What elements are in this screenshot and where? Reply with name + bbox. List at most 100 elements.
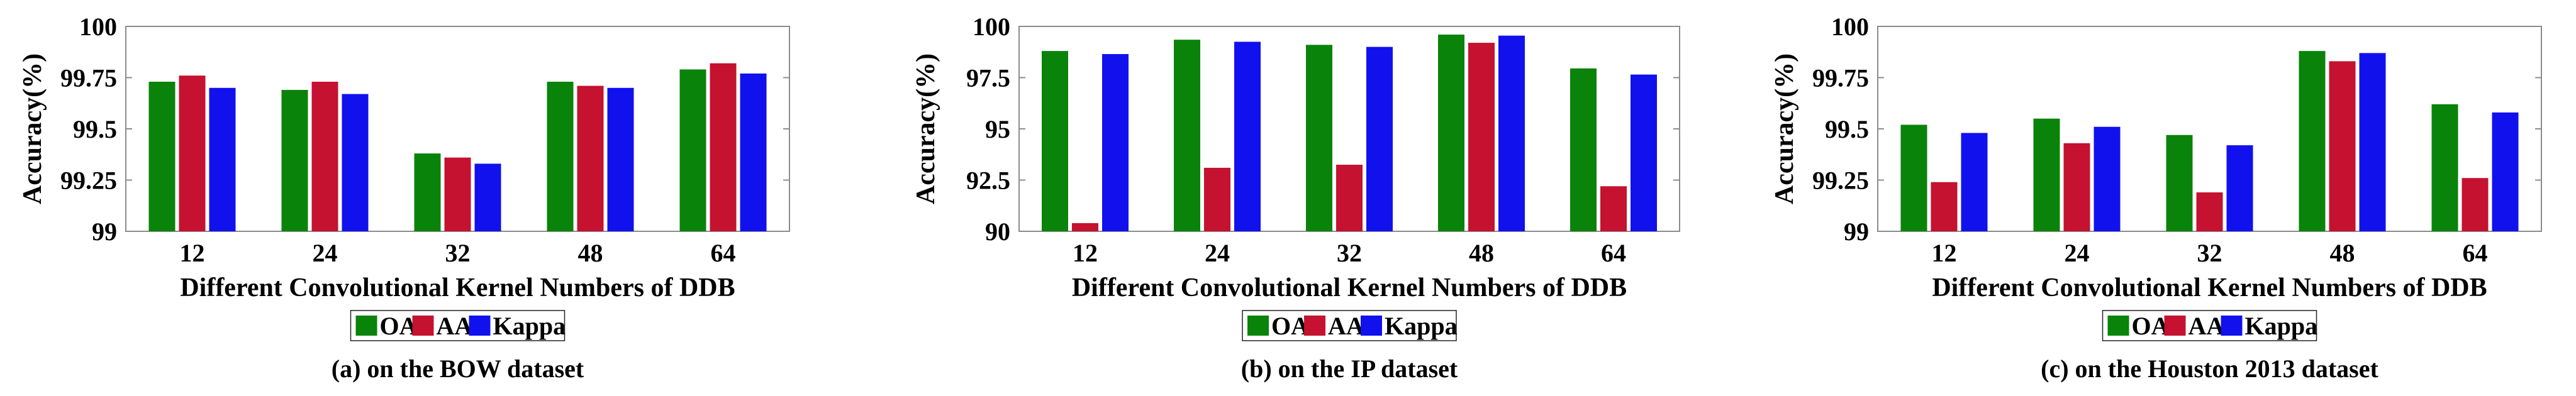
bar-oa-12: [1900, 124, 1927, 231]
y-tick-label: 99.25: [60, 167, 117, 195]
bar-oa-32: [2166, 135, 2193, 231]
bar-oa-24: [281, 90, 308, 231]
bar-aa-32: [2196, 192, 2223, 231]
bar-aa-32: [1336, 165, 1363, 231]
legend-swatch-kappa: [1361, 316, 1382, 336]
bar-kappa-48: [2359, 53, 2386, 231]
bar-kappa-32: [2226, 145, 2253, 231]
x-tick-label: 32: [445, 239, 471, 267]
chart-caption: (a) on the BOW dataset: [332, 355, 584, 383]
x-tick-label: 64: [1601, 239, 1626, 267]
bar-oa-32: [414, 153, 441, 231]
bar-kappa-12: [1102, 54, 1129, 231]
bar-aa-24: [1204, 167, 1230, 231]
chart-caption: (b) on the IP dataset: [1241, 355, 1458, 383]
legend-box: [1242, 310, 1457, 341]
legend-swatch-kappa: [469, 316, 491, 336]
x-tick-label: 24: [1205, 239, 1230, 267]
bar-kappa-48: [607, 87, 634, 231]
y-tick-label: 99.25: [1812, 167, 1869, 195]
x-tick-label: 64: [711, 239, 736, 267]
bar-kappa-24: [1234, 41, 1261, 231]
bar-kappa-12: [209, 87, 236, 231]
bar-aa-64: [2462, 178, 2489, 231]
legend-label-aa: AA: [437, 312, 473, 340]
x-tick-label: 12: [1073, 239, 1098, 267]
x-tick-label: 32: [2197, 239, 2222, 267]
bar-aa-48: [1468, 43, 1495, 231]
legend-label-oa: OA: [1271, 312, 1309, 340]
legend-swatch-aa: [412, 316, 434, 336]
bar-aa-64: [710, 63, 737, 232]
chart-panel-3: 99 99.25 99.5 99.75 100 12 24 32 48 64 Accuracy(%)…: [1770, 13, 2542, 383]
y-axis-label: Accuracy(%): [1770, 53, 1799, 204]
bar-oa-48: [1438, 35, 1464, 231]
y-tick-label: 99.5: [73, 115, 117, 143]
bar-aa-48: [2329, 61, 2356, 232]
bar-aa-64: [1600, 186, 1627, 231]
y-tick-label: 100: [79, 13, 117, 41]
bar-kappa-24: [342, 94, 369, 231]
legend-swatch-oa: [2107, 316, 2129, 336]
bar-oa-12: [148, 82, 176, 231]
legend-label-kappa: Kappa: [2245, 312, 2318, 340]
bar-aa-12: [1072, 223, 1098, 231]
x-tick-label: 24: [2065, 239, 2090, 267]
legend-swatch-oa: [355, 316, 377, 336]
x-tick-label: 48: [2330, 239, 2355, 267]
x-tick-label: 64: [2463, 239, 2488, 267]
y-tick-label: 92.5: [966, 167, 1010, 195]
chart-panel-1: 99 99.25 99.5 99.75 100 12 24 32 48 64 Accuracy(%)…: [18, 13, 790, 383]
legend: OA AA Kappa: [1242, 310, 1458, 341]
bar-kappa-24: [2094, 126, 2121, 231]
legend-label-aa: AA: [2188, 312, 2225, 340]
bar-kappa-64: [740, 73, 767, 231]
y-tick-label: 99: [1844, 217, 1869, 246]
y-tick-label: 97.5: [966, 64, 1010, 92]
y-tick-label: 100: [1831, 13, 1869, 41]
legend-label-kappa: Kappa: [1385, 312, 1458, 340]
bar-oa-48: [547, 82, 574, 231]
legend-swatch-aa: [2164, 316, 2186, 336]
y-tick-label: 100: [973, 13, 1010, 41]
legend-box: [2102, 310, 2317, 341]
bar-kappa-64: [1631, 74, 1657, 231]
bar-oa-64: [1570, 68, 1597, 231]
legend-swatch-kappa: [2221, 316, 2243, 336]
legend-box: [350, 310, 566, 341]
bar-oa-32: [1306, 45, 1332, 231]
bar-aa-12: [1931, 182, 1958, 231]
y-tick-label: 99.75: [1812, 64, 1869, 92]
y-tick-label: 95: [985, 115, 1010, 143]
legend-label-aa: AA: [1328, 312, 1364, 340]
x-tick-label: 32: [1337, 239, 1362, 267]
bar-oa-64: [2431, 104, 2458, 231]
legend: OA AA Kappa: [350, 310, 566, 341]
y-tick-label: 99.75: [60, 64, 117, 92]
bar-kappa-32: [474, 163, 501, 231]
bar-kappa-12: [1961, 133, 1988, 231]
x-axis-label: Different Convolutional Kernel Numbers o…: [1072, 273, 1627, 302]
legend-swatch-oa: [1247, 316, 1269, 336]
legend: OA AA Kappa: [2102, 310, 2318, 341]
bar-aa-32: [444, 157, 471, 231]
bar-kappa-48: [1498, 35, 1525, 232]
legend-label-oa: OA: [380, 312, 418, 340]
y-axis-label: Accuracy(%): [912, 53, 940, 204]
bar-oa-48: [2299, 51, 2326, 232]
x-tick-label: 12: [1932, 239, 1957, 267]
y-tick-label: 99: [92, 217, 117, 246]
chart-panel-2: 90 92.5 95 97.5 100 12 24 32 48 64 Accuracy(%) Diff…: [912, 13, 1680, 383]
y-tick-label: 99.5: [1825, 115, 1869, 143]
bar-oa-24: [2033, 118, 2060, 231]
y-axis-label: Accuracy(%): [18, 53, 47, 204]
x-tick-label: 12: [180, 239, 205, 267]
legend-label-oa: OA: [2132, 312, 2170, 340]
bar-aa-12: [179, 75, 206, 232]
y-tick-label: 90: [985, 217, 1010, 246]
x-tick-label: 24: [313, 239, 338, 267]
bar-kappa-64: [2492, 112, 2519, 231]
x-tick-label: 48: [578, 239, 603, 267]
bar-aa-24: [2063, 143, 2090, 231]
